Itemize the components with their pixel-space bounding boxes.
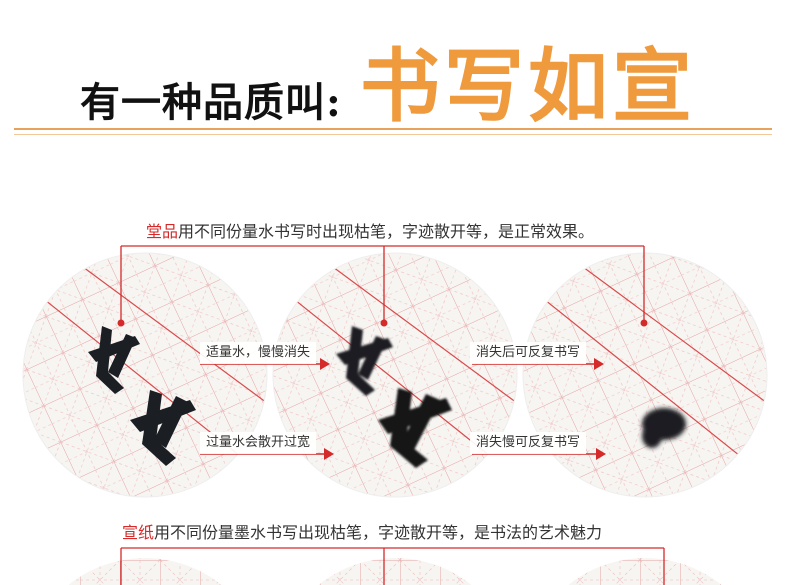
paper-sample-row-2 xyxy=(68,558,722,585)
label-rewrite-after-fade: 消失后可反复书写 xyxy=(470,342,587,364)
callout-lines-2 xyxy=(120,547,665,585)
header-divider xyxy=(14,128,772,130)
paper-sample-1 xyxy=(23,253,267,497)
brush-glyph-1 xyxy=(88,326,140,394)
section2-caption: 宣纸用不同份量墨水书写出现枯笔，字迹散开等，是书法的艺术魅力 xyxy=(122,519,602,543)
section1-caption: 堂品用不同份量水书写时出现枯笔，字迹散开等，是正常效果。 xyxy=(146,218,594,242)
paper-sample-3 xyxy=(523,253,767,497)
brush-glyph-4 xyxy=(378,388,452,468)
brush-glyph-2 xyxy=(130,390,196,466)
caption-text-2: 用不同份量墨水书写出现枯笔，字迹散开等，是书法的艺术魅力 xyxy=(154,523,603,542)
caption-accent-2: 宣纸 xyxy=(122,523,155,542)
paper-sample-2 xyxy=(273,253,517,497)
callout-lines xyxy=(120,245,645,322)
callout-dots xyxy=(117,319,648,327)
header-divider-thin xyxy=(14,134,772,135)
caption-accent-1: 堂品 xyxy=(146,222,179,241)
label-excess-water: 过量水会散开过宽 xyxy=(200,432,317,454)
brush-glyph-3 xyxy=(336,326,393,396)
label-moderate-water: 适量水，慢慢消失 xyxy=(200,342,317,364)
headline-main: 书写如宣 xyxy=(360,39,696,133)
page-header: 有一种品质叫: 书写如宣 xyxy=(0,0,790,140)
headline-prefix: 有一种品质叫: xyxy=(80,79,342,126)
label-slow-fade-rewrite: 消失慢可反复书写 xyxy=(470,432,587,454)
arrows xyxy=(200,358,606,460)
ink-blot xyxy=(642,408,686,448)
caption-text-1: 用不同份量水书写时出现枯笔，字迹散开等，是正常效果。 xyxy=(178,222,595,241)
